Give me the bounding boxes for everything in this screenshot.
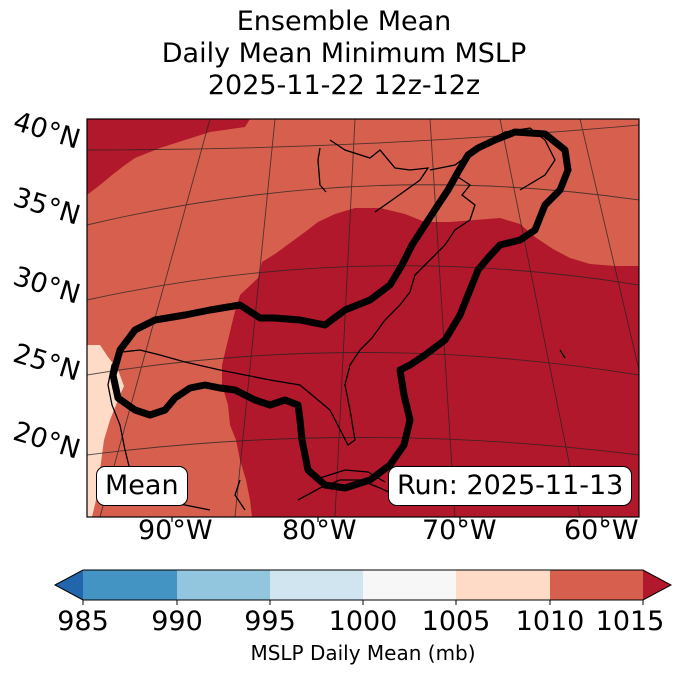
figure-title: Ensemble Mean Daily Mean Minimum MSLP 20… — [0, 6, 688, 102]
colorbar-bin — [177, 570, 270, 600]
colorbar-bin — [83, 570, 177, 600]
title-line-1: Ensemble Mean — [236, 6, 452, 37]
colorbar-label: MSLP Daily Mean (mb) — [250, 641, 476, 665]
contour-1015 — [109, 128, 572, 492]
colorbar-tick-995: 995 — [244, 606, 296, 637]
map-panel — [87, 119, 639, 517]
lon-label-90w: 90°W — [138, 515, 213, 546]
colorbar — [53, 569, 673, 605]
map-frame — [86, 118, 640, 518]
title-line-3: 2025-11-22 12z-12z — [207, 70, 481, 101]
field-high-northwest — [87, 119, 250, 195]
lon-label-80w: 80°W — [282, 515, 357, 546]
colorbar-bin — [363, 570, 456, 600]
lon-label-60w: 60°W — [564, 515, 639, 546]
field-high-central — [222, 208, 639, 517]
lon-label-70w: 70°W — [422, 515, 497, 546]
colorbar-bin — [550, 570, 643, 600]
colorbar-tick-1010: 1010 — [515, 606, 585, 637]
colorbar-tick-990: 990 — [151, 606, 203, 637]
colorbar-tick-985: 985 — [57, 606, 109, 637]
run-date-box: Run: 2025-11-13 — [388, 466, 633, 506]
colorbar-tick-1005: 1005 — [421, 606, 491, 637]
lon-ticks — [171, 517, 603, 522]
title-line-2: Daily Mean Minimum MSLP — [161, 38, 527, 69]
mean-label-box: Mean — [96, 466, 188, 506]
colorbar-bin — [456, 570, 550, 600]
colorbar-bin — [270, 570, 363, 600]
colorbar-tick-1015: 1015 — [595, 606, 665, 637]
colorbar-extend-low — [55, 570, 83, 600]
colorbar-extend-high — [643, 570, 671, 600]
colorbar-tick-1000: 1000 — [328, 606, 398, 637]
